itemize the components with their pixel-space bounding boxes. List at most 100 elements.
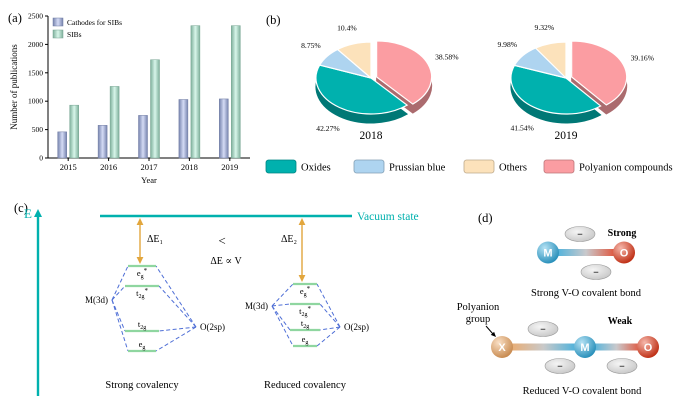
electron-cloud [544,358,576,374]
o2sp-label: O(2sp) [344,322,369,332]
pie-percent-label: 38.58% [435,52,459,61]
pie-slice-polyanion [571,40,628,106]
panel-c-energy-diagram: (c) E Vacuum state ΔE₁ < ΔE ∝ V ΔE₂ [14,201,419,396]
y-tick-label: 500 [32,125,44,134]
y-tick-label: 0 [39,154,43,163]
mo-connector [155,265,197,328]
legend-label: SIBs [67,30,82,39]
pie-percent-label: 9.32% [535,23,555,32]
electron-cloud [527,321,559,337]
atom-x-label: X [498,342,506,354]
legend-swatch-polyanion [543,159,575,174]
pie-chart-2019: 39.16% 41.54% 9.98% 9.32% [497,23,654,132]
legend-label-others: Others [499,163,527,174]
pie-percent-label: 8.75% [301,41,321,50]
less-than-sign: < [218,233,225,248]
polyanion-label-line2: group [466,314,491,325]
mo-connector [155,326,197,352]
delta-e2-label: ΔE₂ [281,234,297,245]
polyanion-arrow-line [485,325,494,335]
reduced-covalency-caption: Reduced covalency [264,380,347,391]
pie-legend: Oxides Prussian blue Others Polyanion compo… [265,159,673,174]
mo-connector [111,299,126,332]
x-tick-label: 2015 [60,162,77,172]
vacuum-state-label: Vacuum state [357,211,419,223]
atom-o [637,336,659,358]
y-tick-label: 1000 [28,97,43,106]
level-label-t2g-star: t2g* [136,287,148,300]
pie-slice-others [534,41,567,80]
mo-connector [319,303,341,328]
electron-cloud [580,264,612,280]
polyanion-annotation: Polyanion group [457,302,500,337]
m-o-bond [585,343,648,351]
atom-o-label: O [644,342,653,354]
bar-2017-series1 [150,59,160,159]
level-label-eg-star: eg* [137,267,148,280]
legend-label: Cathodes for SIBs [67,18,122,27]
bar-2015-series1 [69,104,79,159]
atom-o [613,241,635,264]
mo-connector [316,326,341,347]
pie-percent-label: 41.54% [510,124,534,133]
bar-2017-series0 [138,115,148,159]
bar-2019-series0 [219,98,229,159]
legend-swatch [52,17,64,27]
x-axis-title: Year [141,175,157,185]
x-tick-label: 2017 [141,162,158,172]
minus-charge: − [593,268,599,279]
bar-2019-series1 [231,25,241,159]
strong-label: Strong [608,228,637,239]
mo-connector [158,285,197,328]
mo-diagram-strong: eg* t2g* t2g eg M(3d) O(2sp) Strong cova… [85,264,225,391]
x-tick-label: 2016 [100,162,117,172]
y-tick-label: 1500 [28,68,43,77]
polyanion-label-line1: Polyanion [457,302,500,313]
level-label-eg: eg [302,334,309,346]
mo-connector [271,283,294,307]
bar-plot-area: 0 500 1000 1500 2000 2500 2015 2016 2017 2018 2019 [28,12,250,172]
bar-2015-series0 [57,131,67,159]
pie-percent-label: 42.27% [316,124,340,133]
delta-e1-arrowhead-up [136,218,144,225]
legend-swatch [52,29,64,39]
atom-m [574,336,596,358]
y-tick-label: 2500 [28,12,43,21]
panel-c-label: (c) [14,201,28,215]
atom-o-label: O [620,248,629,260]
delta-e2-arrowhead-up [298,218,306,225]
pie-2018-title: 2018 [360,130,383,142]
atom-x [491,336,513,358]
mo-connector [271,305,291,331]
mo-connector [316,283,341,328]
legend-label-oxides: Oxides [301,163,331,174]
legend-swatch-oxides [265,159,297,174]
m3d-label: M(3d) [85,295,108,305]
pie-slice-oxides [510,64,602,115]
panel-d-label: (d) [478,211,493,225]
pie-slice-others [336,41,372,80]
electron-cloud [606,358,638,374]
delta-e1-label: ΔE₁ [147,234,163,245]
legend-swatch-prussian [353,159,385,174]
x-tick-label: 2018 [181,162,198,172]
mo-connector [111,285,126,301]
e-axis-arrowhead [34,209,42,217]
x-tick-label: 2019 [221,162,238,172]
level-label-t2g: t2g [138,319,146,331]
panel-b-pie-charts: (b) 38.58% 42.27% 8.75% 10.4% 39.16% 41.54% 9… [265,13,673,174]
y-axis-title: Number of publications [9,44,19,130]
delta-e1-arrowhead-down [136,257,144,264]
mo-connector [111,265,129,301]
pie-percent-label: 9.98% [497,40,517,49]
pie-2019-title: 2019 [555,130,578,142]
legend-label-prussian: Prussian blue [389,163,446,174]
reduced-bond-caption: Reduced V-O covalent bond [523,386,642,397]
strong-bond-caption: Strong V-O covalent bond [531,288,642,299]
level-label-eg-star: eg* [300,285,311,298]
minus-charge: − [540,325,546,336]
electron-cloud [564,226,596,242]
mo-connector [271,303,291,307]
y-tick-label: 2000 [28,40,43,49]
level-label-t2g-star: t2g* [299,305,311,318]
